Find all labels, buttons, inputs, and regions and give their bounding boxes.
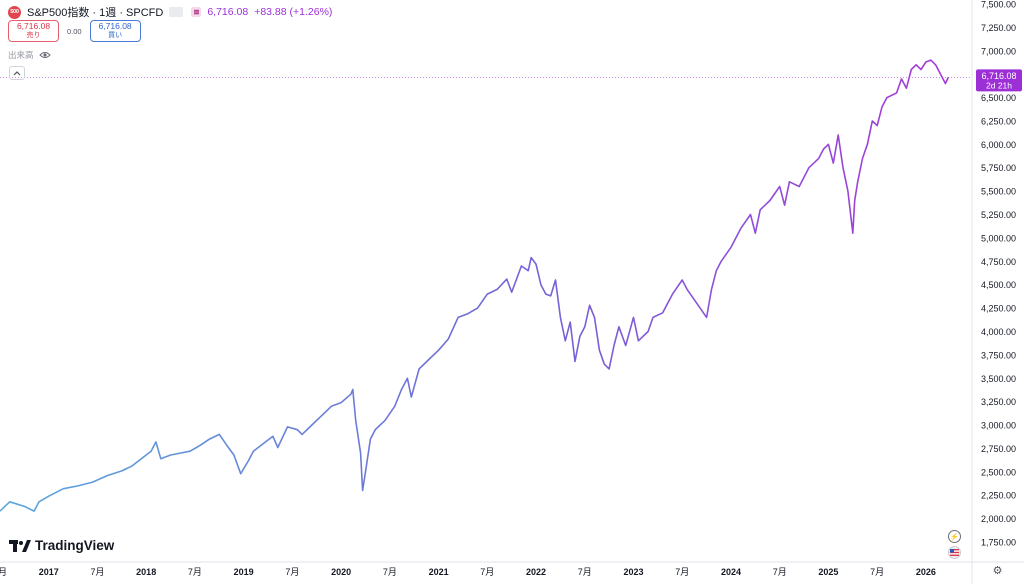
x-tick-label: 2018 <box>136 567 156 577</box>
volume-label: 出来高 <box>8 50 34 60</box>
y-tick-label: 7,500.00 <box>981 0 1016 10</box>
y-tick-label: 6,250.00 <box>981 116 1016 126</box>
x-tick-label: 2021 <box>429 567 449 577</box>
header-price: 6,716.08 <box>207 6 249 18</box>
buy-label: 買い <box>108 32 123 39</box>
x-tick-label: 7月 <box>90 567 104 577</box>
y-tick-label: 4,500.00 <box>981 280 1016 290</box>
y-tick-label: 5,750.00 <box>981 163 1016 173</box>
y-tick-label: 6,500.00 <box>981 93 1016 103</box>
spread-value: 0.00 <box>67 26 82 36</box>
x-tick-label: 2019 <box>234 567 254 577</box>
market-status-chip <box>169 7 184 17</box>
flag-stripes <box>950 549 959 556</box>
x-tick-label: 7月 <box>578 567 592 577</box>
eye-icon[interactable] <box>38 51 51 59</box>
sell-price: 6,716.08 <box>16 21 51 31</box>
x-tick-label: 2017 <box>39 567 59 577</box>
sell-button[interactable]: 6,716.08 売り <box>8 20 59 42</box>
y-tick-label: 3,000.00 <box>981 421 1016 431</box>
x-tick-label: 7月 <box>0 567 7 577</box>
trade-panel: 6,716.08 売り 0.00 6,716.08 買い <box>8 20 141 42</box>
last-price-tag <box>976 69 1022 92</box>
x-tick-label: 7月 <box>773 567 787 577</box>
y-tick-label: 5,250.00 <box>981 210 1016 220</box>
x-tick-label: 2020 <box>331 567 351 577</box>
symbol-logo: 500 <box>8 5 21 19</box>
header-change: +83.88 (+1.26%) <box>254 6 333 18</box>
volume-indicator[interactable]: 出来高 <box>8 49 51 61</box>
market-closed-icon[interactable] <box>191 7 202 17</box>
x-tick-label: 2023 <box>623 567 643 577</box>
y-tick-label: 2,000.00 <box>981 514 1016 524</box>
y-tick-label: 3,750.00 <box>981 350 1016 360</box>
y-tick-label: 2,500.00 <box>981 467 1016 477</box>
x-tick-label: 7月 <box>188 567 202 577</box>
collapse-legend-button[interactable] <box>9 66 25 80</box>
x-tick-label: 7月 <box>675 567 689 577</box>
x-tick-label: 2024 <box>721 567 741 577</box>
y-tick-label: 7,250.00 <box>981 23 1016 33</box>
y-tick-label: 3,500.00 <box>981 374 1016 384</box>
y-tick-label: 4,750.00 <box>981 257 1016 267</box>
x-tick-label: 2022 <box>526 567 546 577</box>
tradingview-logo[interactable]: TradingView <box>9 538 114 553</box>
us-flag-icon[interactable] <box>948 546 961 559</box>
last-price-tag-value: 6,716.08 <box>981 71 1016 81</box>
y-tick-label: 1,750.00 <box>981 538 1016 548</box>
y-tick-label: 4,000.00 <box>981 327 1016 337</box>
buy-price: 6,716.08 <box>98 21 132 31</box>
y-tick-label: 2,750.00 <box>981 444 1016 454</box>
y-tick-label: 3,250.00 <box>981 397 1016 407</box>
chevron-up-icon <box>13 70 21 75</box>
settings-gear-icon[interactable]: ⚙ <box>992 565 1003 577</box>
tradingview-mark-icon <box>9 539 31 552</box>
last-price-tag-countdown: 2d 21h <box>986 80 1012 90</box>
y-tick-label: 2,250.00 <box>981 491 1016 501</box>
buy-button[interactable]: 6,716.08 買い <box>89 20 141 42</box>
sell-label: 売り <box>26 32 41 39</box>
symbol-title[interactable]: S&P500指数 · 1週 · SPCFD <box>27 7 164 19</box>
y-tick-label: 4,250.00 <box>981 304 1016 314</box>
x-tick-label: 2025 <box>818 567 838 577</box>
tradingview-wordmark: TradingView <box>35 538 115 553</box>
y-tick-label: 6,000.00 <box>981 140 1016 150</box>
y-tick-label: 5,500.00 <box>981 187 1016 197</box>
x-tick-label: 7月 <box>285 567 299 577</box>
x-tick-label: 7月 <box>480 567 494 577</box>
x-tick-label: 2026 <box>916 567 936 577</box>
price-series-line <box>0 59 950 512</box>
x-tick-label: 7月 <box>870 567 884 577</box>
y-tick-label: 7,000.00 <box>981 46 1016 56</box>
y-tick-label: 5,000.00 <box>981 233 1016 243</box>
flash-icon[interactable]: ⚡ <box>948 530 961 543</box>
chart-header: 500 S&P500指数 · 1週 · SPCFD 6,716.08 +83.8… <box>8 4 332 20</box>
x-tick-label: 7月 <box>383 567 397 577</box>
